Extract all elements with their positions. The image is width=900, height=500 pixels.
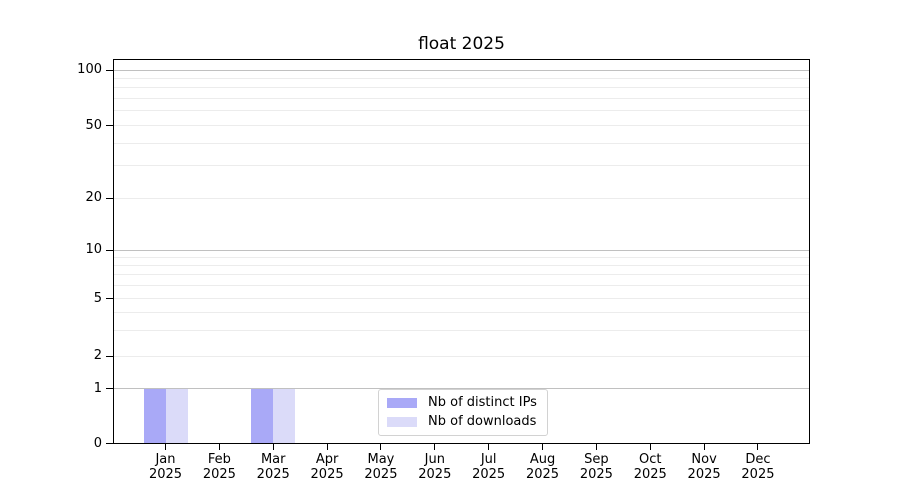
x-axis-tick-label: Jun 2025 (418, 452, 452, 482)
gridline-minor (114, 77, 809, 79)
legend-label-downloads: Nb of downloads (428, 413, 537, 429)
x-axis-tick-label: Nov 2025 (687, 452, 721, 482)
y-axis-tick (106, 249, 113, 251)
x-axis-tick (703, 444, 705, 450)
bar-distinct-ips (251, 388, 274, 443)
gridline-major (114, 197, 809, 199)
y-axis-tick (106, 69, 113, 71)
y-axis-tick (106, 298, 113, 299)
bar-downloads (273, 388, 296, 443)
x-axis-tick (595, 444, 597, 450)
legend-swatch-downloads-icon (387, 416, 417, 427)
gridline-minor (114, 265, 809, 267)
y-axis-tick-label: 100 (77, 62, 102, 77)
y-axis-tick (106, 125, 113, 126)
gridline-minor (114, 110, 809, 112)
y-axis-tick (106, 355, 113, 357)
x-axis-tick (326, 444, 328, 450)
plot-area (113, 59, 810, 444)
x-axis-tick-label: Jan 2025 (148, 452, 183, 482)
gridline-minor (114, 87, 809, 89)
gridline-major (114, 355, 809, 357)
legend-item-downloads: Nb of downloads (387, 414, 539, 430)
gridline-minor (114, 142, 809, 144)
legend-swatch-distinct-ips-icon (387, 398, 417, 409)
x-axis-tick (434, 444, 436, 450)
x-axis-tick (649, 444, 651, 450)
x-axis-tick (542, 444, 544, 450)
y-axis-tick-label: 0 (93, 435, 102, 451)
legend-item-distinct-ips: Nb of distinct IPs (387, 395, 539, 411)
y-axis-tick-label: 10 (85, 242, 102, 257)
gridline-minor (114, 285, 809, 287)
x-axis-tick (488, 444, 490, 450)
chart-title: float 2025 (418, 34, 505, 54)
gridline-minor (114, 330, 809, 332)
x-axis-tick-label: Jul 2025 (472, 452, 506, 482)
y-axis-tick (106, 443, 113, 444)
gridline-minor (114, 98, 809, 100)
legend-label-distinct-ips: Nb of distinct IPs (428, 395, 537, 411)
x-axis-tick (757, 444, 759, 450)
gridline-major (114, 125, 809, 126)
gridline-major (114, 388, 809, 389)
x-axis-tick (272, 444, 274, 450)
y-axis-tick-label: 1 (93, 380, 102, 396)
y-axis-tick-label: 2 (93, 348, 102, 363)
gridline-minor (114, 256, 809, 258)
x-axis-tick-label: May 2025 (364, 452, 398, 482)
y-axis-tick-label: 5 (93, 290, 102, 306)
x-axis-tick-label: Feb 2025 (202, 452, 236, 482)
legend: Nb of distinct IPs Nb of downloads (378, 389, 548, 436)
gridline-major (114, 249, 809, 251)
gridline-minor (114, 312, 809, 313)
y-axis-tick-label: 50 (85, 117, 102, 133)
x-axis-tick (165, 444, 166, 450)
bar-downloads (165, 388, 188, 443)
x-axis-tick-label: Apr 2025 (310, 452, 344, 482)
y-axis-tick-label: 20 (85, 190, 102, 205)
gridline-minor (114, 274, 809, 276)
x-axis-tick-label: Dec 2025 (741, 452, 775, 482)
x-axis-tick-label: Oct 2025 (633, 452, 667, 482)
x-axis-tick-label: Aug 2025 (525, 452, 560, 482)
gridline-major (114, 298, 809, 299)
x-axis-tick-label: Mar 2025 (256, 452, 290, 482)
bar-distinct-ips (143, 388, 166, 443)
gridline-major (114, 69, 809, 71)
x-axis-tick (380, 444, 382, 450)
gridline-minor (114, 165, 809, 167)
y-axis-tick (106, 388, 113, 389)
x-axis-tick-label: Sep 2025 (579, 452, 613, 482)
y-axis-tick (106, 197, 113, 199)
x-axis-tick (218, 444, 220, 450)
